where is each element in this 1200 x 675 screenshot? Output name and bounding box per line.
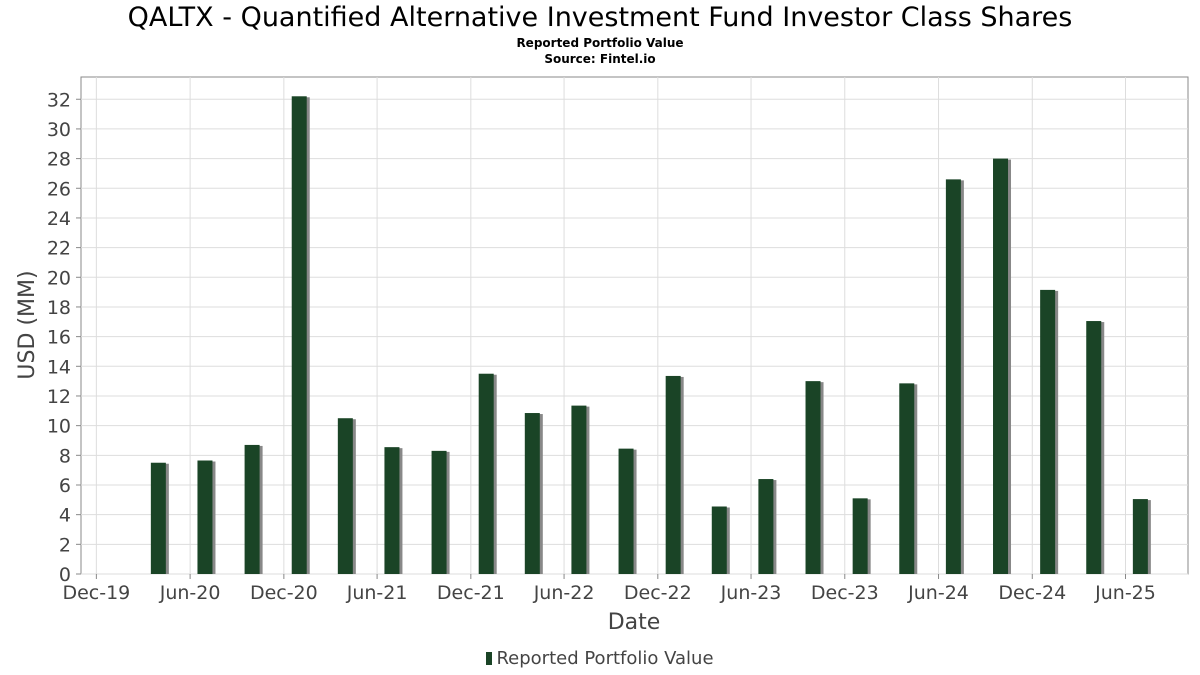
bar bbox=[899, 383, 915, 574]
bar bbox=[993, 158, 1009, 574]
y-tick-label: 4 bbox=[59, 505, 71, 527]
bar-series bbox=[150, 96, 1151, 575]
x-tick-label: Jun-25 bbox=[1094, 582, 1156, 604]
bar bbox=[618, 448, 634, 574]
chart-source: Source: Fintel.io bbox=[544, 52, 656, 66]
x-tick-label: Dec-21 bbox=[437, 582, 505, 604]
legend: Reported Portfolio Value bbox=[0, 648, 1200, 669]
y-tick-label: 20 bbox=[47, 267, 71, 289]
bar bbox=[1040, 289, 1056, 574]
y-tick-label: 18 bbox=[47, 297, 71, 319]
bar bbox=[711, 506, 727, 574]
bar bbox=[665, 375, 681, 574]
x-tick-label: Dec-19 bbox=[62, 582, 130, 604]
x-tick-label: Dec-22 bbox=[624, 582, 692, 604]
bar bbox=[478, 373, 494, 574]
bar bbox=[431, 450, 447, 574]
chart-subtitle: Reported Portfolio Value bbox=[516, 36, 684, 50]
bar bbox=[758, 479, 774, 574]
bar bbox=[291, 96, 307, 575]
bar bbox=[244, 444, 260, 574]
chart-title: QALTX - Quantified Alternative Investmen… bbox=[127, 2, 1073, 33]
y-tick-label: 28 bbox=[47, 149, 71, 171]
y-tick-label: 10 bbox=[47, 416, 71, 438]
x-tick-label: Jun-21 bbox=[346, 582, 408, 604]
x-tick-label: Jun-24 bbox=[907, 582, 969, 604]
y-tick-label: 6 bbox=[59, 475, 71, 497]
bar bbox=[524, 413, 540, 574]
y-tick-label: 14 bbox=[47, 356, 71, 378]
y-tick-label: 30 bbox=[47, 119, 71, 141]
y-tick-label: 16 bbox=[47, 327, 71, 349]
x-axis-label: Date bbox=[608, 610, 661, 635]
y-tick-label: 12 bbox=[47, 386, 71, 408]
bar bbox=[150, 462, 166, 574]
x-tick-label: Dec-20 bbox=[250, 582, 318, 604]
bar bbox=[1086, 321, 1102, 574]
bar bbox=[852, 498, 868, 574]
y-tick-label: 26 bbox=[47, 178, 71, 200]
y-tick-label: 0 bbox=[59, 564, 71, 586]
bar bbox=[337, 418, 353, 574]
bar bbox=[805, 381, 821, 574]
x-tick-label: Dec-24 bbox=[998, 582, 1066, 604]
y-tick-label: 24 bbox=[47, 208, 71, 230]
x-axis-ticks: Dec-19 Jun-20 Dec-20 Jun-21 Dec-21 Jun-22 Dec-… bbox=[62, 574, 1156, 604]
x-tick-label: Dec-23 bbox=[811, 582, 879, 604]
y-tick-label: 32 bbox=[47, 89, 71, 111]
bar bbox=[571, 405, 587, 574]
legend-swatch bbox=[486, 652, 493, 665]
y-tick-label: 2 bbox=[59, 534, 71, 556]
bar bbox=[1132, 499, 1148, 574]
bar bbox=[197, 460, 213, 574]
legend-label: Reported Portfolio Value bbox=[496, 648, 714, 669]
y-tick-label: 22 bbox=[47, 238, 71, 260]
x-tick-label: Jun-20 bbox=[159, 582, 221, 604]
x-tick-label: Jun-23 bbox=[720, 582, 782, 604]
y-tick-label: 8 bbox=[59, 445, 71, 467]
bar bbox=[384, 447, 400, 574]
bar bbox=[945, 179, 961, 574]
y-axis-label: USD (MM) bbox=[15, 270, 40, 379]
x-tick-label: Jun-22 bbox=[533, 582, 595, 604]
